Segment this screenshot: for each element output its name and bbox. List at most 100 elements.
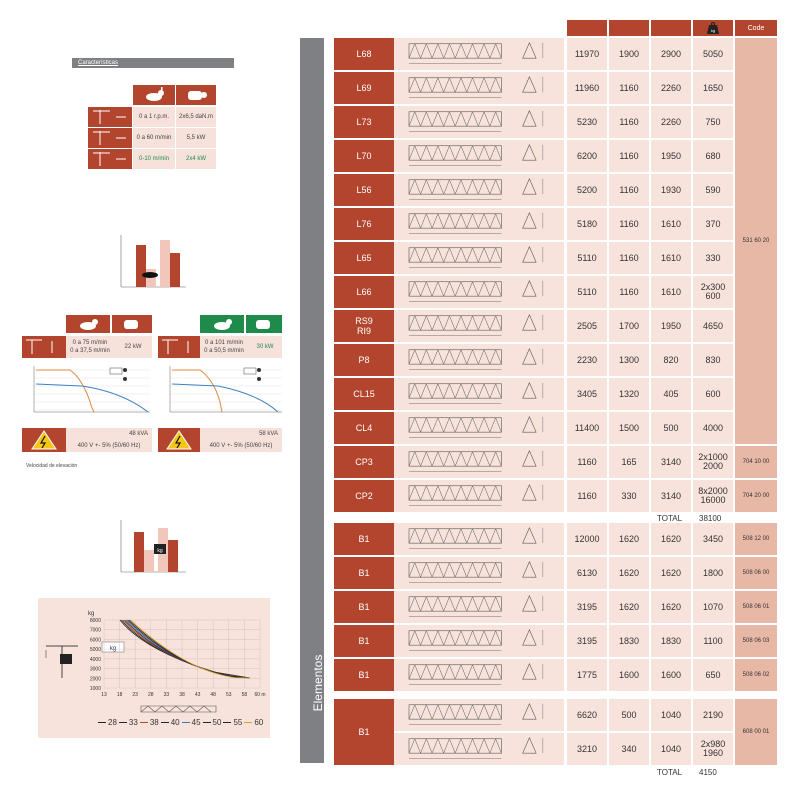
element-drawing [408, 144, 544, 166]
load-chart-panel: kg kg 8000 7000 6000 5000 4000 3000 2000 1000 13 1… [38, 598, 270, 738]
char-power: 2x6,5 daN.m [176, 107, 216, 127]
value-a: 1160 [567, 446, 607, 478]
legend-label: 40 [170, 718, 180, 727]
y-tick-label: 7000 [90, 628, 101, 634]
x-tick-label: 43 [195, 692, 201, 698]
code-cp3: 704 10 00 [735, 446, 777, 478]
total1-label: TOTAL [657, 514, 683, 523]
total1-value: 38100 [699, 514, 722, 523]
hoist-right-speed1: 0 a 101 m/min [204, 340, 244, 346]
hoist-left-voltage: 400 V +- 5% (50/60 Hz) [66, 440, 152, 452]
value-b: 1830 [609, 625, 649, 657]
legend-label: 50 [212, 718, 222, 727]
value-c: 820 [651, 344, 691, 376]
value-a: 3195 [567, 591, 607, 623]
hoist-left-electric-cell [22, 428, 66, 452]
side-bar: Elementos [300, 38, 325, 763]
value-c: 1950 [651, 140, 691, 172]
code-b1: 508 12 00 [735, 523, 777, 555]
rabbit-header [133, 85, 175, 105]
legend-swatch [160, 721, 169, 724]
value-c: 1620 [651, 591, 691, 623]
value-b: 1160 [609, 276, 649, 308]
crane-icon [45, 645, 78, 678]
value-a: 5110 [567, 276, 607, 308]
motor-header [176, 85, 216, 105]
value-a: 6200 [567, 140, 607, 172]
load-legend-illustration [140, 705, 217, 713]
value-a: 12000 [567, 523, 607, 555]
value-w: 8x2000 16000 [693, 480, 733, 512]
rabbit-icon [146, 87, 164, 101]
crane-part-icon [93, 110, 126, 124]
value-w: 2190 [693, 699, 733, 731]
value-b: 1620 [609, 557, 649, 589]
x-tick-label: 48 [210, 692, 216, 698]
hoist-right-speed: 0 a 101 m/min 0 a 50,5 m/min [200, 336, 248, 358]
element-drawing [408, 663, 544, 685]
element-drawing [408, 484, 544, 506]
value-c: 1620 [651, 557, 691, 589]
element-name: B1 [334, 659, 394, 691]
element-drawing [408, 212, 544, 234]
value-a: 11400 [567, 412, 607, 444]
y-tick-label: 4000 [90, 657, 101, 663]
element-name: L65 [334, 242, 394, 274]
value-a: 2230 [567, 344, 607, 376]
value-a: 3210 [567, 733, 607, 765]
value-a: 11960 [567, 72, 607, 104]
value-c: 1610 [651, 242, 691, 274]
value-b: 1160 [609, 140, 649, 172]
x-tick-label: 13 [101, 692, 107, 698]
char-icon-cell [88, 149, 132, 169]
char-speed: 0 a 1 r.p.m. [133, 107, 175, 127]
element-drawing [408, 110, 544, 132]
value-w: 1100 [693, 625, 733, 657]
hoist-left-rabbit [66, 315, 110, 333]
hoist-right-speed2: 0 a 50,5 m/min [204, 348, 244, 354]
element-drawing [408, 76, 544, 98]
element-drawing [408, 178, 544, 200]
value-c: 1610 [651, 276, 691, 308]
element-drawing [408, 737, 544, 759]
weight-icon: kg [707, 22, 719, 34]
value-c: 1620 [651, 523, 691, 555]
value-a: 1775 [567, 659, 607, 691]
y-tick-label: 6000 [90, 637, 101, 643]
value-c: 1040 [651, 699, 691, 731]
element-drawing [408, 382, 544, 404]
value-c: 1600 [651, 659, 691, 691]
value-b: 1320 [609, 378, 649, 410]
legend-swatch [139, 721, 148, 724]
code-b1: 508 06 01 [735, 591, 777, 623]
element-name: B1 [334, 591, 394, 623]
code-group3: 608 00 01 [735, 699, 777, 765]
value-b: 1900 [609, 38, 649, 70]
element-name: L66 [334, 276, 394, 308]
value-c: 405 [651, 378, 691, 410]
legend-label: 45 [191, 718, 201, 727]
load-legend: 28 33 38 40 45 50 55 60 [98, 718, 263, 727]
header-b [609, 20, 649, 36]
element-name: L68 [334, 38, 394, 70]
hoist-left-motor [112, 315, 152, 333]
svg-text:kg: kg [157, 548, 163, 554]
legend-label: 60 [254, 718, 264, 727]
value-c: 2260 [651, 106, 691, 138]
rabbit-icon [214, 319, 232, 330]
value-w: 370 [693, 208, 733, 240]
value-c: 1610 [651, 208, 691, 240]
value-w: 830 [693, 344, 733, 376]
value-b: 1160 [609, 72, 649, 104]
x-tick-label: 18 [117, 692, 123, 698]
x-tick-label: 23 [132, 692, 138, 698]
total2-label: TOTAL [657, 768, 683, 777]
value-b: 1620 [609, 523, 649, 555]
element-name: CL4 [334, 412, 394, 444]
value-w: 2x300 600 [693, 276, 733, 308]
value-a: 5180 [567, 208, 607, 240]
value-w: 1070 [693, 591, 733, 623]
value-a: 2505 [567, 310, 607, 342]
element-name: L69 [334, 72, 394, 104]
